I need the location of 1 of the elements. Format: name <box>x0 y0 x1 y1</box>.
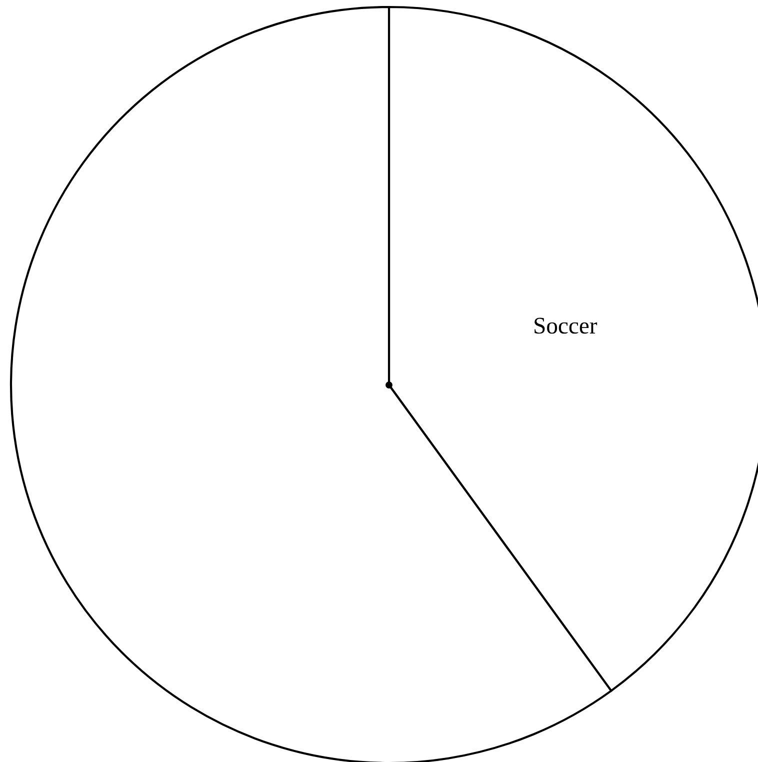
slice-label: Soccer <box>534 318 598 334</box>
